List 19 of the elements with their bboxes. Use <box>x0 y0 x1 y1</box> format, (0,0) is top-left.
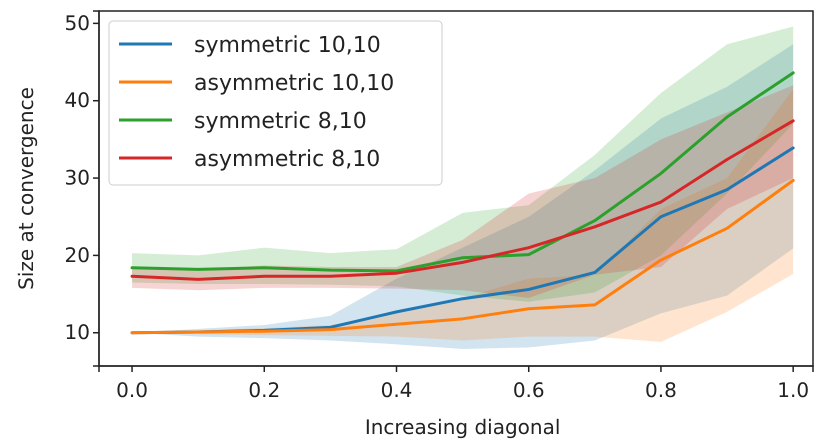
legend-label: symmetric 8,10 <box>194 109 367 134</box>
x-tick-label: 0.2 <box>248 378 280 402</box>
x-axis-title: Increasing diagonal <box>364 415 560 439</box>
y-axis-title: Size at convergence <box>14 87 38 290</box>
y-tick-label: 20 <box>64 242 90 267</box>
legend-label: asymmetric 10,10 <box>194 71 394 96</box>
y-tick-label: 50 <box>64 10 90 35</box>
line-series <box>130 71 795 272</box>
x-tick-label: 0.4 <box>380 378 412 402</box>
y-tick-label: 40 <box>64 88 90 112</box>
x-tick-label: 0.6 <box>512 378 545 402</box>
y-tick-label: 10 <box>64 320 90 344</box>
x-tick-label: 0.8 <box>645 378 677 402</box>
line-series <box>130 178 795 334</box>
y-tick-label: 30 <box>64 165 90 190</box>
legend-label: asymmetric 8,10 <box>194 147 380 172</box>
x-tick-label: 1.0 <box>777 378 810 402</box>
legend-label: symmetric 10,10 <box>194 33 381 58</box>
x-tick-label: 0.0 <box>116 378 148 402</box>
